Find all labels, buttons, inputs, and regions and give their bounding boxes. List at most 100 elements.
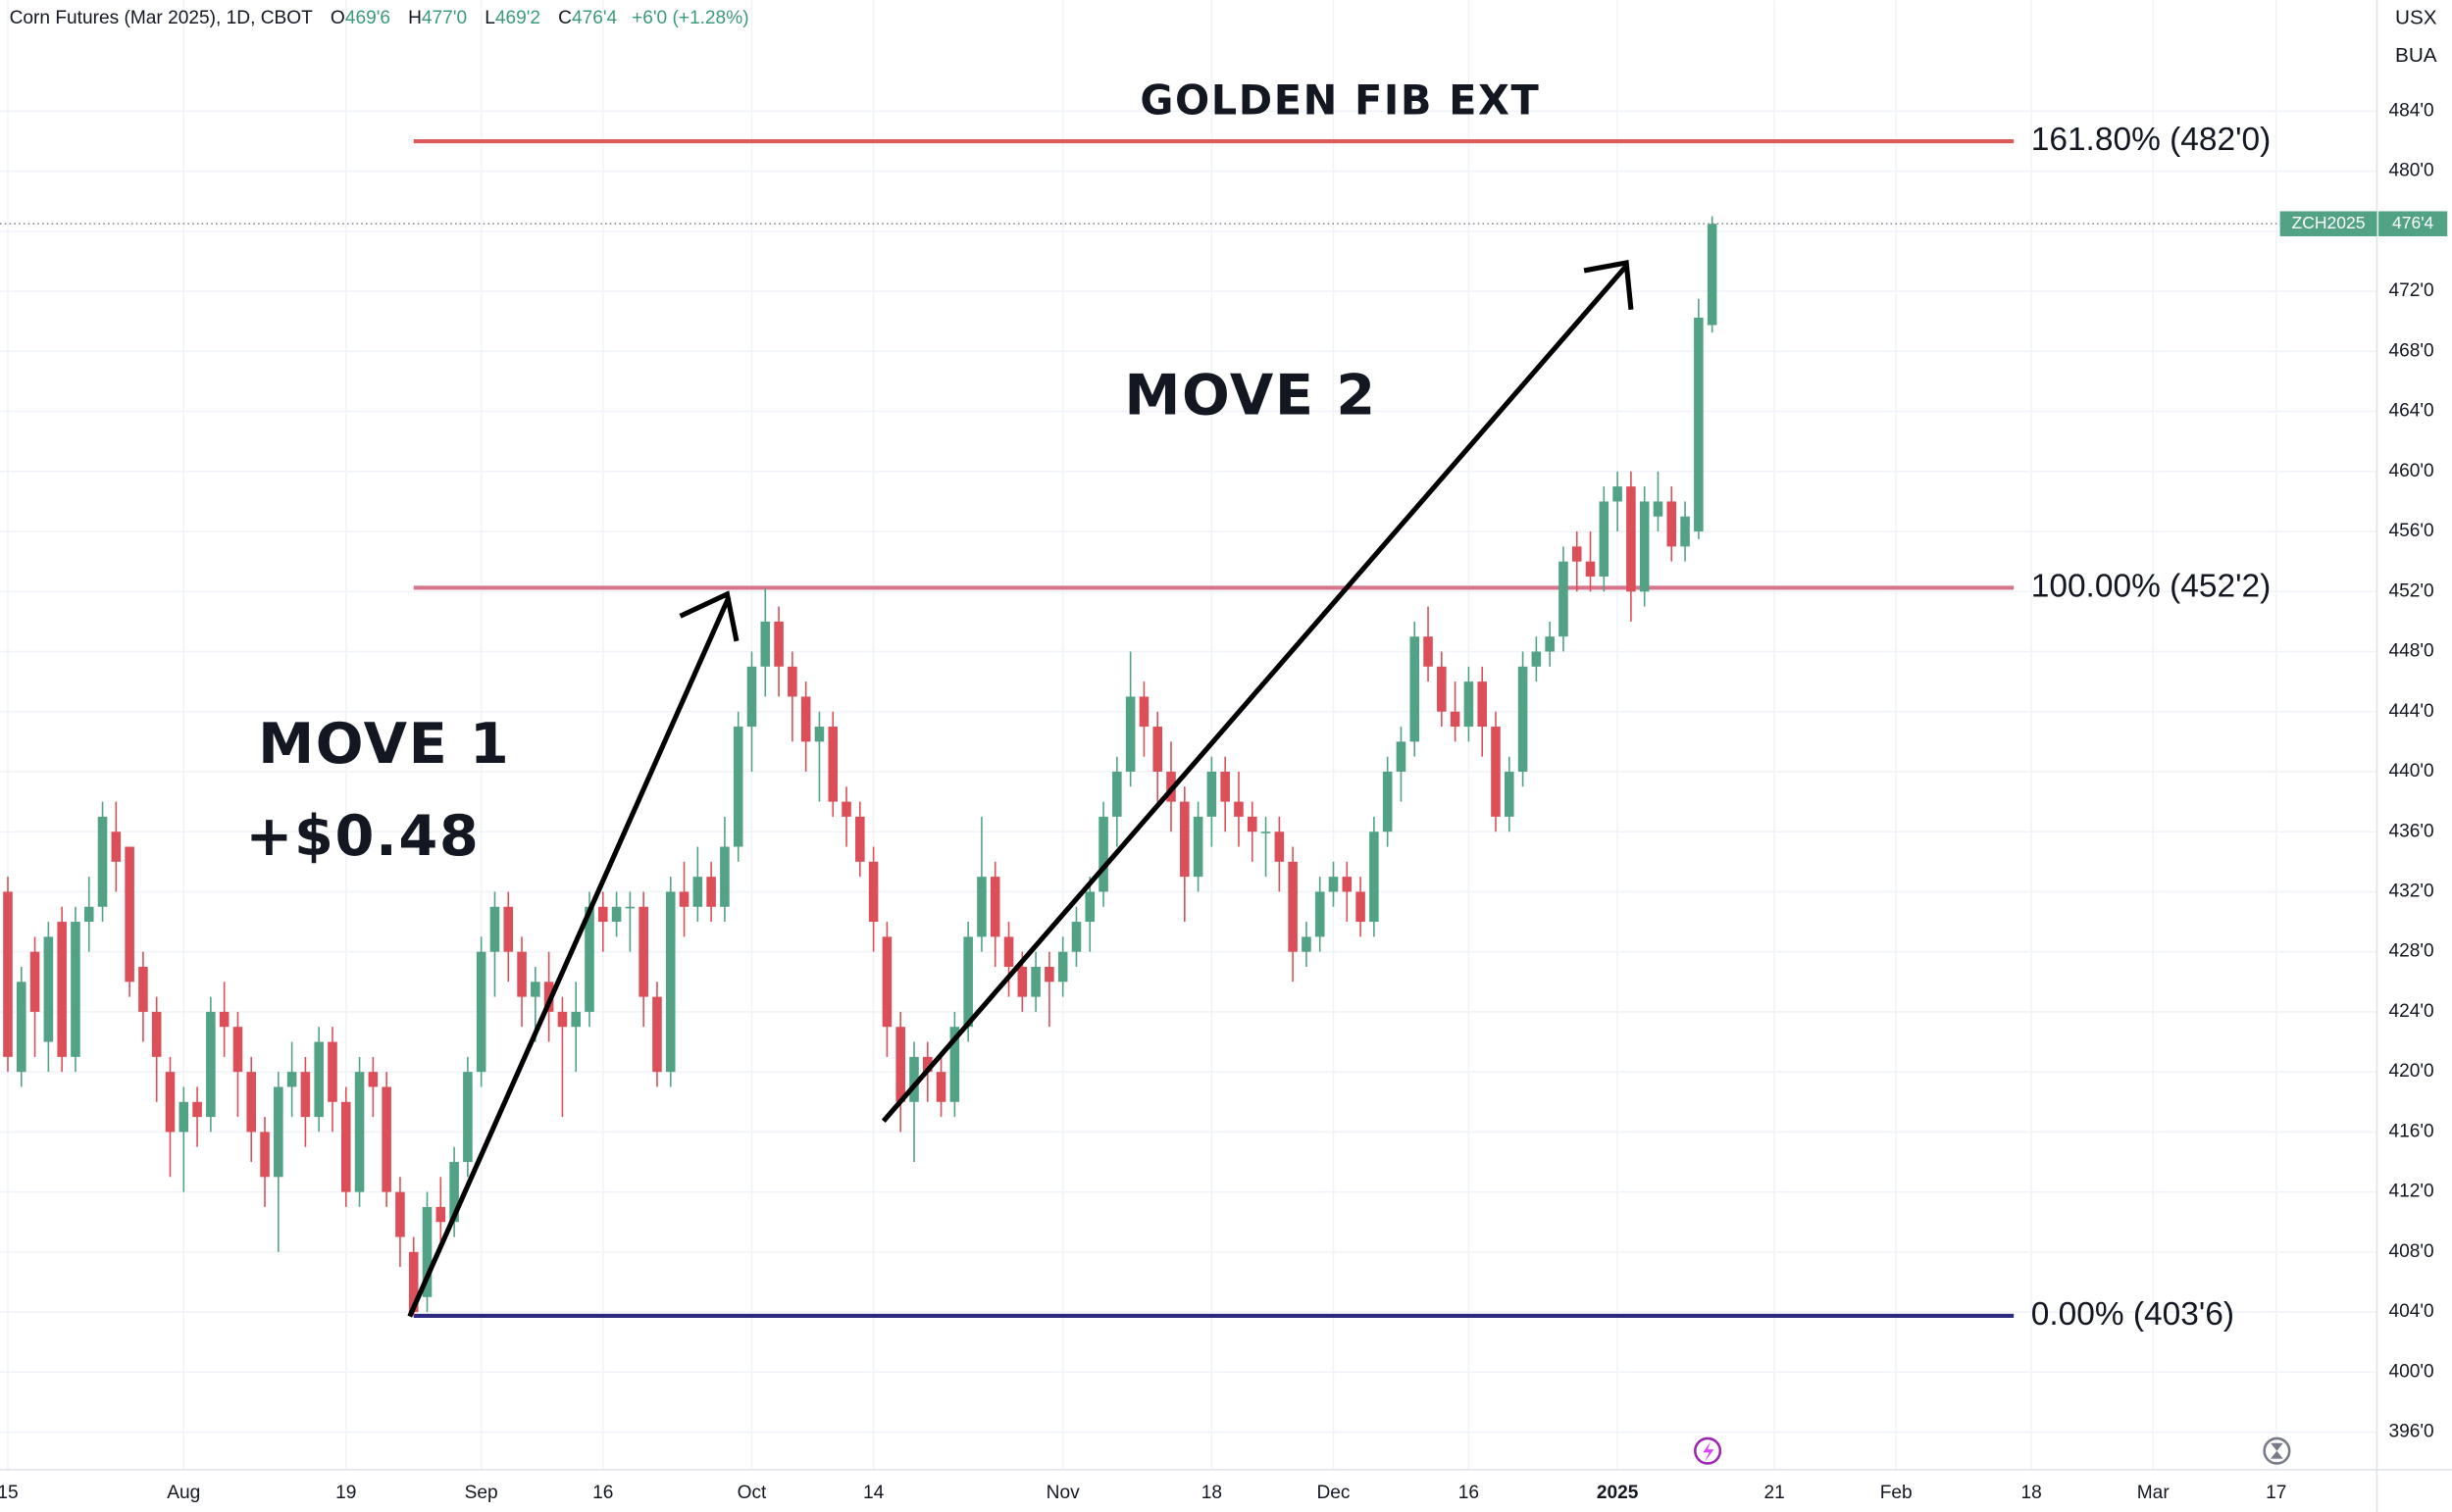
candle-body bbox=[1274, 832, 1285, 862]
y-tick-label: 408'0 bbox=[2388, 1241, 2433, 1262]
quote-value: 477'0 bbox=[422, 8, 467, 28]
x-tick-label: 16 bbox=[1458, 1483, 1479, 1503]
x-tick-label: 17 bbox=[2266, 1483, 2286, 1503]
candle-body bbox=[788, 666, 797, 697]
candle-body bbox=[733, 727, 743, 847]
y-tick-label: 432'0 bbox=[2388, 881, 2433, 901]
candle-body bbox=[1031, 966, 1041, 997]
candle-body bbox=[382, 1086, 391, 1192]
candle-body bbox=[165, 1072, 176, 1133]
candle-body bbox=[1139, 696, 1149, 728]
candle-body bbox=[692, 877, 703, 907]
candle-body bbox=[246, 1072, 257, 1133]
header: Corn Futures (Mar 2025), 1D, CBOT O469'6… bbox=[10, 8, 749, 28]
candle-body bbox=[1517, 666, 1528, 772]
candle-body bbox=[422, 1206, 433, 1297]
candle-body bbox=[1680, 516, 1690, 547]
candle-body bbox=[1247, 816, 1257, 832]
candle-body bbox=[476, 951, 486, 1073]
alert-icon[interactable] bbox=[1694, 1436, 1722, 1465]
candle-body bbox=[1612, 486, 1622, 502]
candle-body bbox=[990, 877, 1000, 937]
candle-body bbox=[1125, 696, 1136, 772]
candle-body bbox=[977, 877, 987, 937]
x-tick-label: 2025 bbox=[1597, 1483, 1639, 1503]
candle-body bbox=[489, 906, 500, 952]
candle-body bbox=[3, 891, 13, 1057]
candle-body bbox=[585, 906, 594, 1012]
candle-body bbox=[828, 727, 839, 802]
last-price-label: 476'4 bbox=[2392, 213, 2434, 232]
candle-body bbox=[1477, 681, 1487, 728]
fib-levels: 161.80% (482'0) 100.00% (452'2) 0.00% (403… bbox=[413, 122, 2272, 1333]
candle-body bbox=[1152, 727, 1163, 772]
candle-body bbox=[1342, 877, 1353, 892]
y-tick-label: 452'0 bbox=[2388, 580, 2433, 601]
last-price-tag bbox=[2378, 211, 2448, 236]
candle-body bbox=[1071, 922, 1082, 952]
candle-body bbox=[895, 1027, 905, 1102]
candle-body bbox=[1491, 727, 1501, 817]
fib-label: 100.00% (452'2) bbox=[2031, 568, 2272, 604]
candle-body bbox=[449, 1162, 459, 1223]
candle-body bbox=[1571, 546, 1582, 562]
y-tick-label: 468'0 bbox=[2388, 340, 2433, 361]
candle-body bbox=[83, 906, 94, 923]
x-tick-label: Nov bbox=[1047, 1483, 1080, 1503]
candle-body bbox=[1707, 224, 1717, 326]
candle-body bbox=[328, 1041, 337, 1102]
x-tick-label: Feb bbox=[1880, 1483, 1913, 1503]
candle-body bbox=[571, 1011, 581, 1028]
candle-body bbox=[1112, 771, 1122, 817]
y-tick-label: 480'0 bbox=[2388, 161, 2433, 181]
candle-body bbox=[97, 816, 108, 907]
y-tick-label: 396'0 bbox=[2388, 1422, 2433, 1442]
x-tick-label: 21 bbox=[1763, 1483, 1784, 1503]
candle-body bbox=[1463, 681, 1474, 728]
candle-body bbox=[435, 1206, 446, 1223]
y-tick-label: 404'0 bbox=[2388, 1301, 2433, 1322]
candle-body bbox=[1626, 486, 1636, 592]
quote-key: C bbox=[558, 8, 572, 28]
candle-body bbox=[1220, 771, 1230, 802]
candle-body bbox=[963, 936, 973, 1028]
quote-value: 476'4 bbox=[572, 8, 618, 28]
candle-body bbox=[1450, 711, 1460, 728]
x-tick-label: Aug bbox=[167, 1483, 200, 1503]
unit[interactable]: BUA bbox=[2395, 44, 2437, 67]
candle-body bbox=[29, 951, 40, 1012]
x-tick-label: 15 bbox=[0, 1483, 19, 1503]
candle-body bbox=[625, 906, 636, 909]
x-tick-label: Dec bbox=[1316, 1483, 1350, 1503]
candle-body bbox=[868, 861, 879, 923]
annotation: MOVE 2 bbox=[1124, 362, 1376, 428]
candle-body bbox=[1180, 801, 1190, 878]
candle-body bbox=[1355, 891, 1365, 923]
candle-body bbox=[43, 936, 54, 1042]
y-tick-label: 460'0 bbox=[2388, 461, 2433, 481]
candle-body bbox=[219, 1011, 230, 1028]
x-tick-label: Sep bbox=[465, 1483, 498, 1503]
candle-body bbox=[531, 982, 540, 997]
candle-body bbox=[1396, 741, 1406, 772]
session-icon[interactable] bbox=[2263, 1436, 2291, 1465]
x-tick-label: Mar bbox=[2137, 1483, 2171, 1503]
fib-label: 0.00% (403'6) bbox=[2031, 1296, 2234, 1333]
y-tick-label: 424'0 bbox=[2388, 1001, 2433, 1022]
candle-body bbox=[652, 996, 662, 1073]
candle-body bbox=[71, 922, 80, 1057]
currency[interactable]: USX bbox=[2395, 7, 2437, 29]
candle-body bbox=[1193, 816, 1203, 878]
candle-body bbox=[368, 1072, 379, 1087]
move-1-arrowhead bbox=[679, 590, 740, 642]
y-tick-label: 416'0 bbox=[2388, 1121, 2433, 1141]
candle-body bbox=[1382, 771, 1393, 832]
icon-hourglass bbox=[2271, 1442, 2283, 1459]
y-tick-label: 484'0 bbox=[2388, 100, 2433, 121]
candle-body bbox=[949, 1027, 960, 1102]
candle-body bbox=[1545, 636, 1555, 652]
candle-body bbox=[1098, 816, 1108, 892]
candle-body bbox=[314, 1041, 324, 1118]
candle-body bbox=[517, 951, 527, 997]
candle-body bbox=[882, 936, 893, 1028]
